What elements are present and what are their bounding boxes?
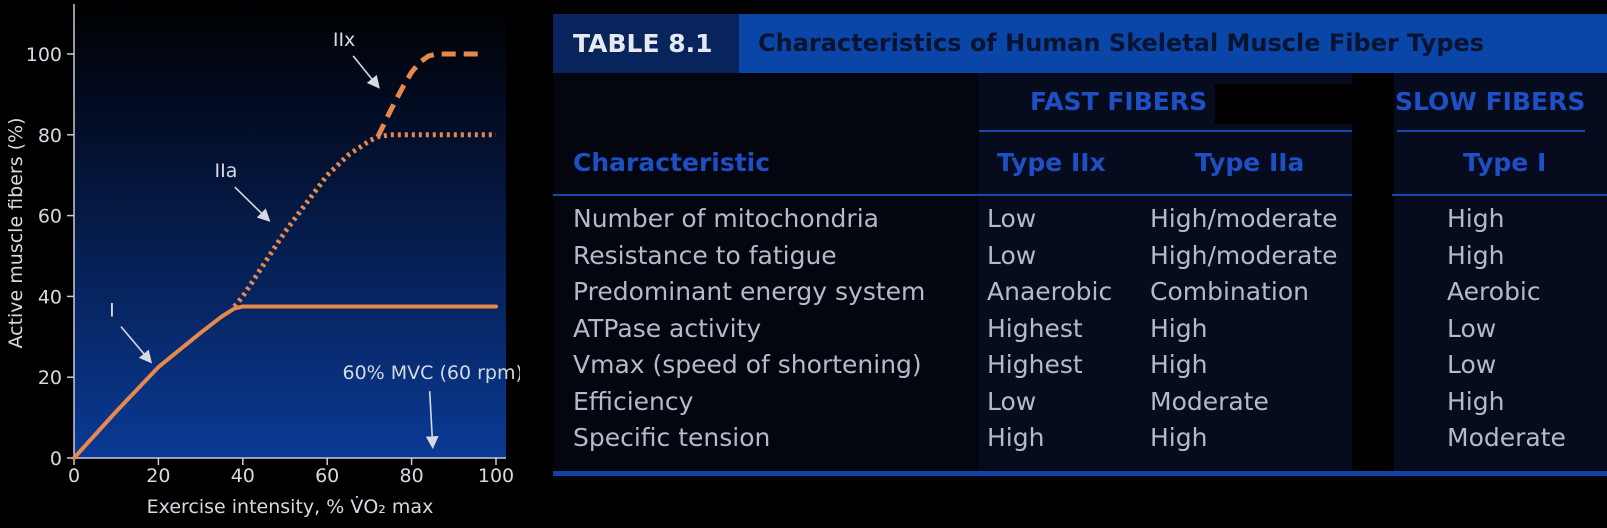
- cell-type-iia: Combination: [1150, 277, 1309, 306]
- cell-type-i: Low: [1447, 313, 1497, 343]
- fiber-types-table: TABLE 8.1 Characteristics of Human Skele…: [553, 14, 1607, 480]
- x-tick-label: 40: [231, 465, 255, 487]
- x-tick-label: 0: [68, 465, 80, 487]
- col-header-characteristic: Characteristic: [573, 148, 771, 177]
- annotation-arrow: [234, 186, 271, 222]
- cell-type-iia: High: [1150, 350, 1208, 379]
- cell-type-iia: High: [1150, 313, 1208, 343]
- series-line-iix: [375, 51, 484, 138]
- x-tick-label: 80: [400, 465, 424, 487]
- cell-characteristic: Efficiency: [573, 386, 694, 416]
- cell-type-i: Moderate: [1447, 423, 1566, 452]
- cell-type-iix: Highest: [987, 313, 1083, 343]
- y-tick-label: 100: [26, 44, 62, 66]
- cell-characteristic: Number of mitochondria: [573, 204, 879, 233]
- annotation-label: I: [109, 300, 115, 322]
- cell-type-iia: High/moderate: [1150, 240, 1338, 270]
- col-header-type-iia: Type IIa: [1195, 148, 1305, 177]
- cell-type-iix: Highest: [987, 350, 1083, 379]
- cell-type-iix: Low: [987, 204, 1037, 233]
- series-line-iia: [232, 132, 496, 309]
- header-rule-main: [553, 194, 1352, 196]
- fast-group-rule: [979, 130, 1352, 132]
- cell-type-i: High: [1447, 240, 1505, 270]
- cell-characteristic: ATPase activity: [573, 313, 762, 343]
- cell-type-iia: High/moderate: [1150, 204, 1338, 233]
- cell-characteristic: Predominant energy system: [573, 277, 926, 306]
- table-bottom-rule: [553, 471, 1607, 476]
- cell-type-i: High: [1447, 386, 1505, 416]
- y-tick-label: 0: [50, 448, 62, 470]
- group-header-fast: FAST FIBERS: [1030, 87, 1208, 116]
- cell-type-iia: Moderate: [1150, 386, 1269, 416]
- col-header-type-i: Type I: [1463, 148, 1547, 177]
- cell-type-i: Aerobic: [1447, 277, 1541, 306]
- cell-type-i: High: [1447, 204, 1505, 233]
- cell-type-iia: High: [1150, 423, 1208, 452]
- annotation-label: IIx: [333, 29, 355, 51]
- cell-type-iix: Low: [987, 386, 1037, 416]
- annotation-arrow: [120, 326, 153, 364]
- annotation-arrow: [352, 55, 380, 89]
- cell-characteristic: Specific tension: [573, 423, 771, 452]
- cell-type-iix: High: [987, 423, 1045, 452]
- group-header-slow: SLOW FIBERS: [1395, 87, 1586, 116]
- column-gap-iix-header: [1215, 84, 1352, 124]
- slow-fibers-band: [1394, 73, 1607, 473]
- cell-characteristic: Resistance to fatigue: [573, 240, 837, 270]
- annotation-label: 60% MVC (60 rpm): [343, 362, 520, 384]
- slow-group-rule: [1397, 130, 1585, 132]
- y-tick-label: 40: [38, 286, 62, 308]
- x-tick-label: 20: [146, 465, 170, 487]
- x-tick-label: 60: [315, 465, 339, 487]
- annotation-arrow: [425, 391, 439, 450]
- table-header-bar: TABLE 8.1 Characteristics of Human Skele…: [553, 14, 1607, 73]
- cell-type-i: Low: [1447, 350, 1497, 379]
- fiber-recruitment-chart: 0 20 40 60 80 100 0 20 40 60 80 100 I IIa IIx 60% MVC …: [0, 0, 520, 528]
- col-header-type-iix: Type IIx: [997, 148, 1106, 177]
- x-tick-label: 100: [478, 465, 514, 487]
- column-gap-between-groups: [1352, 73, 1394, 473]
- table-title: Characteristics of Human Skeletal Muscle…: [758, 29, 1485, 57]
- y-axis-label: Active muscle fibers (%): [5, 117, 27, 348]
- chart-svg: 0 20 40 60 80 100 0 20 40 60 80 100 I IIa IIx 60% MVC …: [5, 0, 520, 518]
- x-axis-label: Exercise intensity, % V̇O₂ max: [147, 496, 434, 518]
- table-number-badge: TABLE 8.1: [553, 14, 739, 73]
- cell-characteristic: Vmax (speed of shortening): [573, 350, 922, 379]
- y-tick-label: 20: [38, 367, 62, 389]
- series-line-i: [72, 304, 498, 460]
- y-tick-label: 60: [38, 206, 62, 228]
- header-rule-slow: [1392, 194, 1607, 196]
- fast-fibers-band: [979, 73, 1352, 473]
- y-tick-label: 80: [38, 125, 62, 147]
- cell-type-iix: Anaerobic: [987, 277, 1113, 306]
- annotation-label: IIa: [214, 160, 237, 182]
- cell-type-iix: Low: [987, 240, 1037, 270]
